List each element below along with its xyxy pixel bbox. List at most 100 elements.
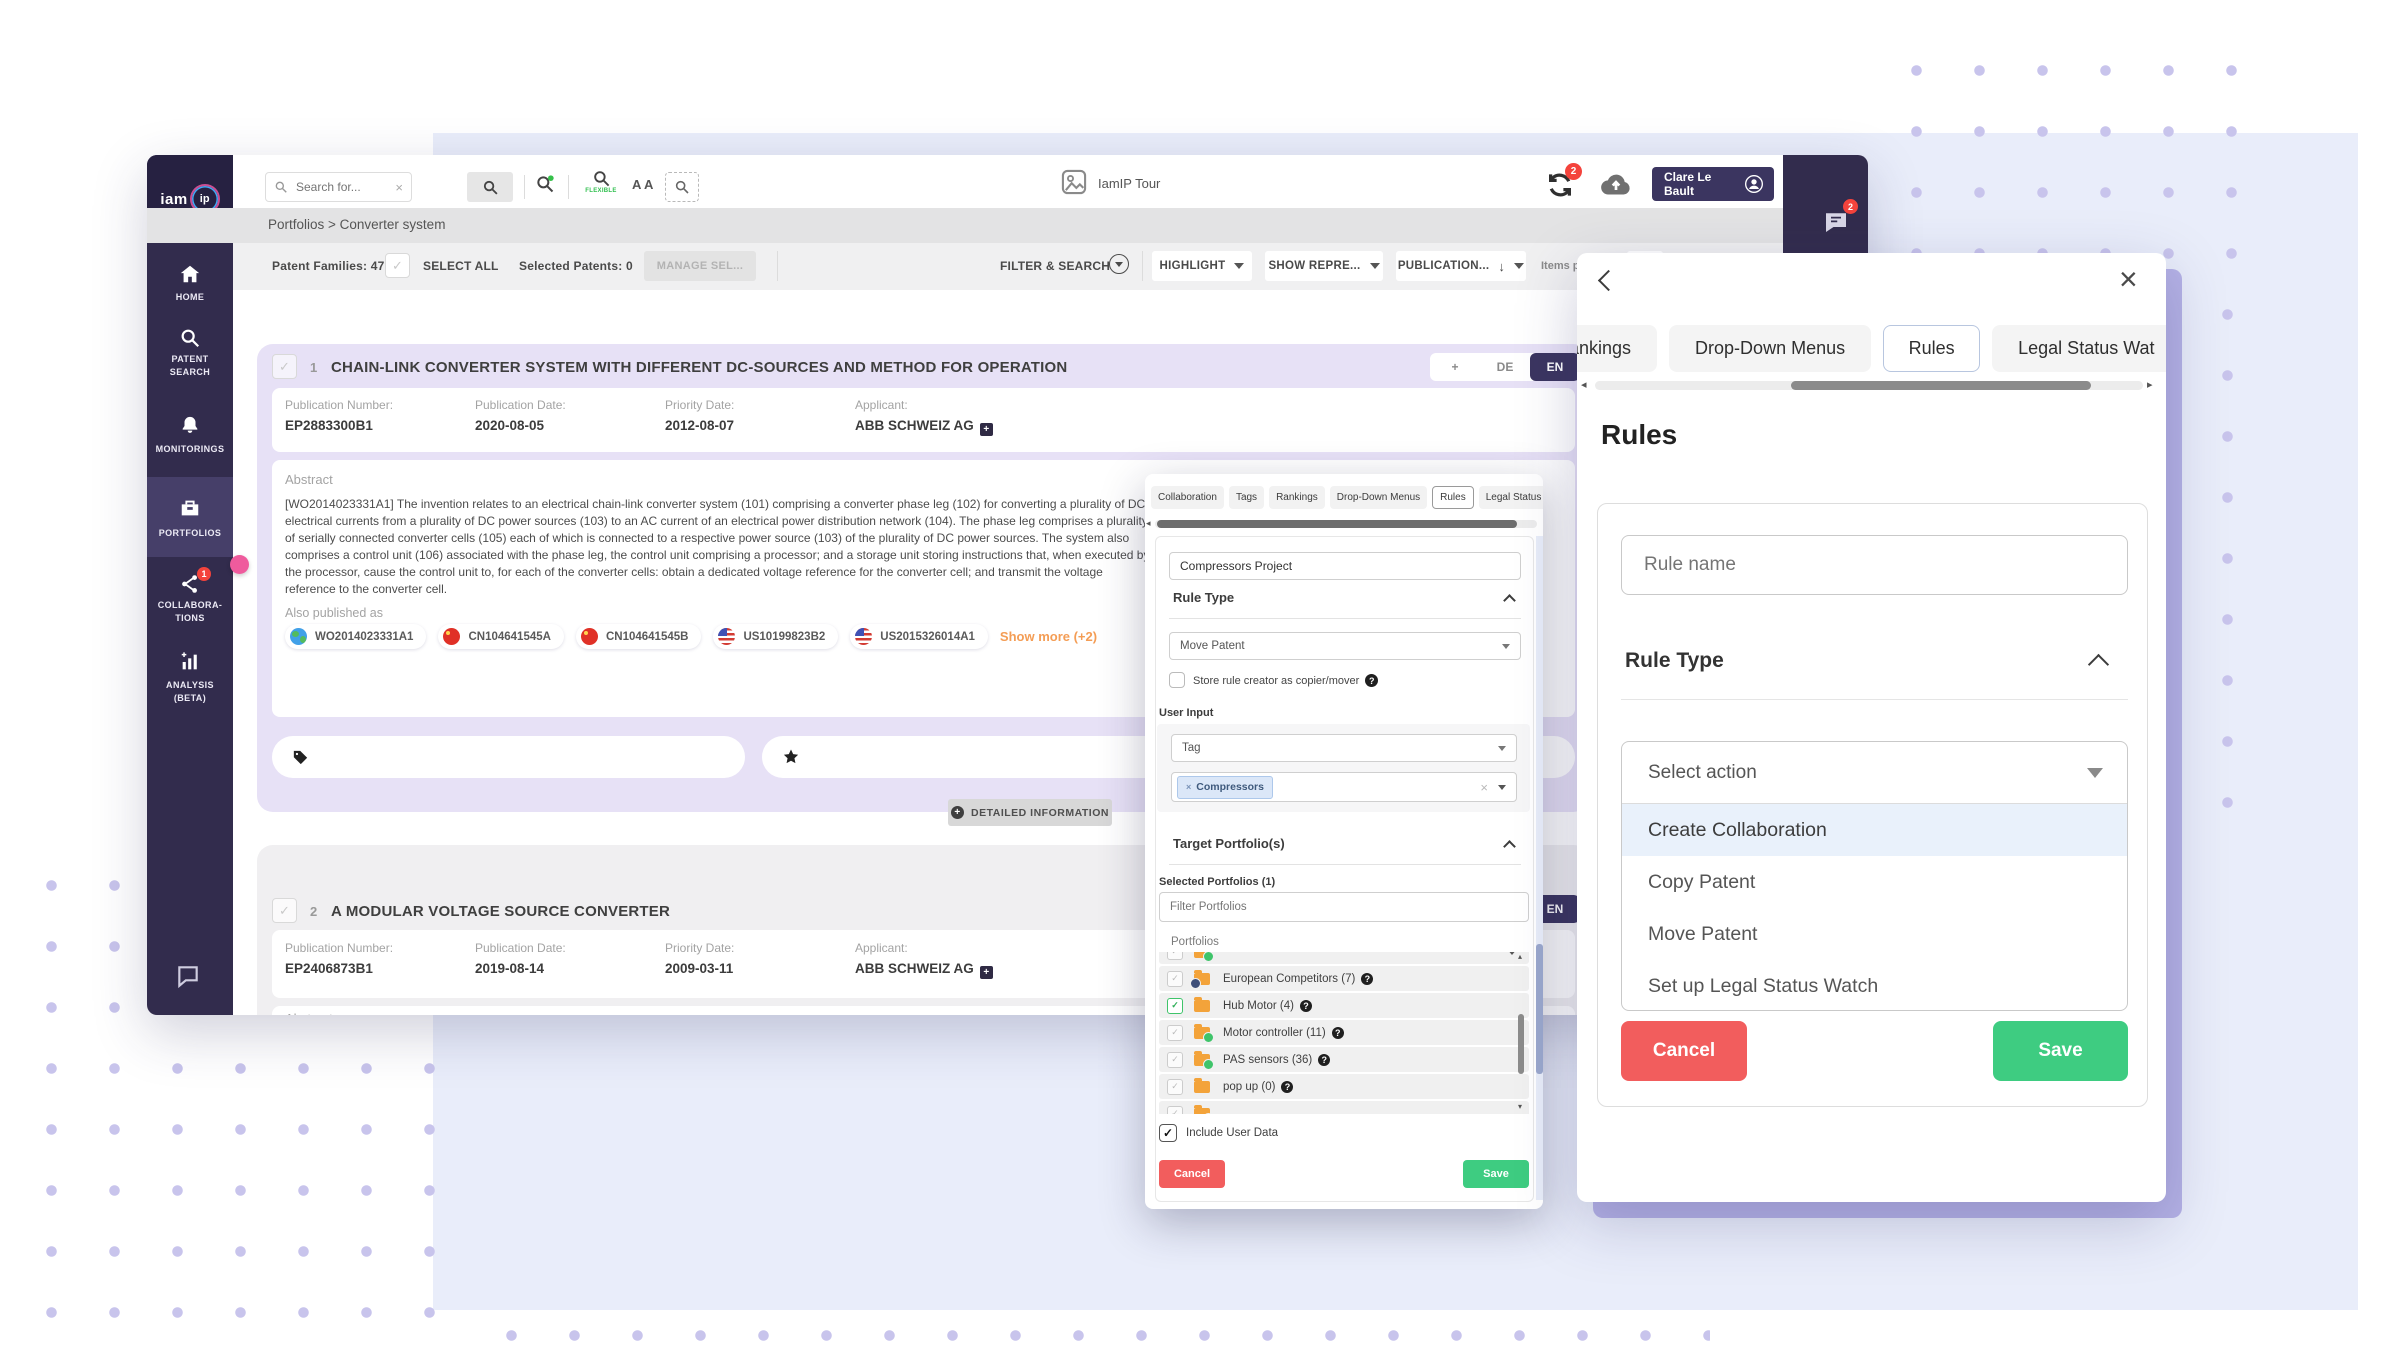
close-icon[interactable]: × [2119,261,2138,297]
help-icon[interactable]: ? [1361,972,1374,985]
rule-name-input[interactable] [1169,552,1521,580]
select-all-checkbox[interactable]: ✓ [385,253,410,278]
font-size-toggle[interactable]: A A [632,177,654,192]
feedback-chat-icon[interactable] [175,963,201,989]
patent-2-title[interactable]: A MODULAR VOLTAGE SOURCE CONVERTER [331,903,671,920]
tab-dropdown-menus[interactable]: Drop-Down Menus [1669,325,1872,372]
rule-action-select[interactable]: Move Patent [1169,632,1521,660]
tab-rankings[interactable]: ankings [1577,325,1658,372]
list-scroll-down-icon[interactable]: ▾ [1518,1102,1523,1111]
help-icon[interactable]: ? [1331,1026,1344,1039]
lang-add-button[interactable]: + [1451,360,1459,374]
family-member[interactable]: CN104641545B [575,624,702,649]
semantic-search-icon[interactable] [535,174,555,194]
tab-rules[interactable]: Rules [1883,325,1981,372]
chat-icon[interactable] [1821,207,1851,237]
chip-remove-icon[interactable]: × [1186,782,1192,792]
popup-scrollbar-track[interactable] [1536,536,1543,1200]
sidebar-item-home[interactable]: HOME [175,292,205,302]
comment-indicator-badge[interactable] [230,555,249,574]
filter-portfolios-input[interactable] [1159,892,1529,922]
family-member[interactable]: WO2014023331A1 [285,624,427,649]
tab-dropdown-menus[interactable]: Drop-Down Menus [1329,486,1428,509]
detailed-information-button[interactable]: + DETAILED INFORMATION [948,799,1112,826]
input-type-select[interactable]: Tag [1171,734,1517,762]
search-clear-icon[interactable]: × [395,179,403,195]
breadcrumb[interactable]: Portfolios > Converter system [268,217,446,232]
filter-expand-icon[interactable] [1109,254,1129,274]
option-move-patent[interactable]: Move Patent [1648,922,1758,945]
option-copy-patent[interactable]: Copy Patent [1648,870,1756,893]
family-member[interactable]: US2015326014A1 [850,624,988,649]
tabs-scroll-left-icon[interactable]: ◂ [1581,379,1587,391]
tab-collaboration[interactable]: Collaboration [1151,486,1224,509]
select-all-label[interactable]: SELECT ALL [423,259,499,273]
flexible-search-icon[interactable]: FLEXIBLE [579,169,623,194]
sidebar-item-monitorings[interactable]: MONITORINGS [155,444,225,454]
panel-save-button[interactable]: Save [1993,1021,2128,1081]
manage-selected-button[interactable]: MANAGE SEL... [644,251,756,281]
store-rule-checkbox[interactable] [1169,672,1185,688]
sidebar-item-portfolios[interactable]: PORTFOLIOS [158,528,222,538]
popup-save-button[interactable]: Save [1463,1160,1529,1188]
portfolio-row[interactable]: ✓ Motor controller (11)? [1159,1020,1529,1045]
rule-name-input[interactable] [1621,535,2128,595]
portfolio-row-partial[interactable]: ✓ [1159,952,1529,964]
tabs-scrollbar-track[interactable] [1155,520,1537,528]
patent-1-title[interactable]: CHAIN-LINK CONVERTER SYSTEM WITH DIFFERE… [331,359,1068,376]
tab-rankings[interactable]: Rankings [1269,486,1325,509]
portfolio-row[interactable]: ✓ PAS sensors (36)? [1159,1047,1529,1072]
popup-scrollbar-thumb[interactable] [1536,944,1543,1074]
tab-tags[interactable]: Tags [1228,486,1265,509]
help-icon[interactable]: ? [1281,1080,1294,1093]
show-more-link[interactable]: Show more (+2) [999,629,1098,644]
publication-sort-button[interactable]: PUBLICATION... ↓ [1396,251,1526,281]
open-icon[interactable] [1498,784,1506,790]
list-scrollbar-thumb[interactable] [1518,1014,1524,1074]
portfolio-row[interactable]: ✓ European Competitors (7)? [1159,966,1529,991]
saved-search-button[interactable] [665,172,699,202]
sync-icon[interactable] [1545,170,1575,200]
tab-legal-status-watch[interactable]: Legal Status Wat [1992,325,2166,372]
global-search[interactable]: × [265,172,412,202]
tag-chip[interactable]: × Compressors [1177,775,1273,799]
search-input[interactable] [294,179,390,195]
tabs-scroll-right-icon[interactable]: ▸ [2147,379,2153,391]
tags-bar[interactable] [272,736,745,778]
tag-multiselect[interactable]: × Compressors × [1171,772,1517,802]
family-member[interactable]: US10199823B2 [713,624,839,649]
upload-cloud-icon[interactable] [1595,166,1637,202]
panel-tabs-scrollbar-thumb[interactable] [1791,381,2091,390]
tabs-scrollbar-thumb[interactable] [1157,520,1517,528]
panel-cancel-button[interactable]: Cancel [1621,1021,1747,1081]
sidebar-item-analysis[interactable]: ANALYSIS (BETA) [166,680,214,703]
search-button[interactable] [467,172,513,202]
back-icon[interactable] [1597,269,1620,292]
select-action-row[interactable]: Select action [1622,742,2127,804]
patent-1-checkbox[interactable]: ✓ [272,354,297,379]
panel-tabs-scrollbar-track[interactable] [1595,381,2143,390]
include-user-data-checkbox[interactable]: ✓ [1159,1124,1177,1142]
patent-2-checkbox[interactable]: ✓ [272,898,297,923]
portfolio-row-partial[interactable]: ✓ [1159,1101,1529,1114]
user-menu[interactable]: Clare Le Bault [1652,167,1774,201]
portfolio-row[interactable]: ✓ Hub Motor (4)? [1159,993,1529,1018]
list-scroll-up-icon[interactable]: ▴ [1518,952,1523,961]
lang-en-button[interactable]: EN [1530,353,1580,381]
clear-icon[interactable]: × [1480,779,1488,795]
portfolio-row[interactable]: ✓ pop up (0)? [1159,1074,1529,1099]
show-representative-button[interactable]: SHOW REPRE... [1265,251,1383,281]
tour-link[interactable]: IamIP Tour [1098,176,1161,191]
sidebar-item-collaborations[interactable]: COLLABORA- TIONS [157,600,223,623]
filter-search-label[interactable]: FILTER & SEARCH [1000,259,1111,273]
help-icon[interactable]: ? [1299,999,1312,1012]
help-icon[interactable]: ? [1365,674,1379,687]
option-create-collaboration[interactable]: Create Collaboration [1622,804,2127,856]
tabs-scroll-left-icon[interactable]: ◂ [1146,518,1151,528]
sidebar-item-patent-search[interactable]: PATENT SEARCH [169,354,211,377]
highlight-button[interactable]: HIGHLIGHT [1152,251,1252,281]
tab-rules[interactable]: Rules [1432,486,1474,509]
family-member[interactable]: CN104641545A [438,624,564,649]
lang-de-button[interactable]: DE [1496,360,1514,374]
popup-cancel-button[interactable]: Cancel [1159,1160,1225,1188]
